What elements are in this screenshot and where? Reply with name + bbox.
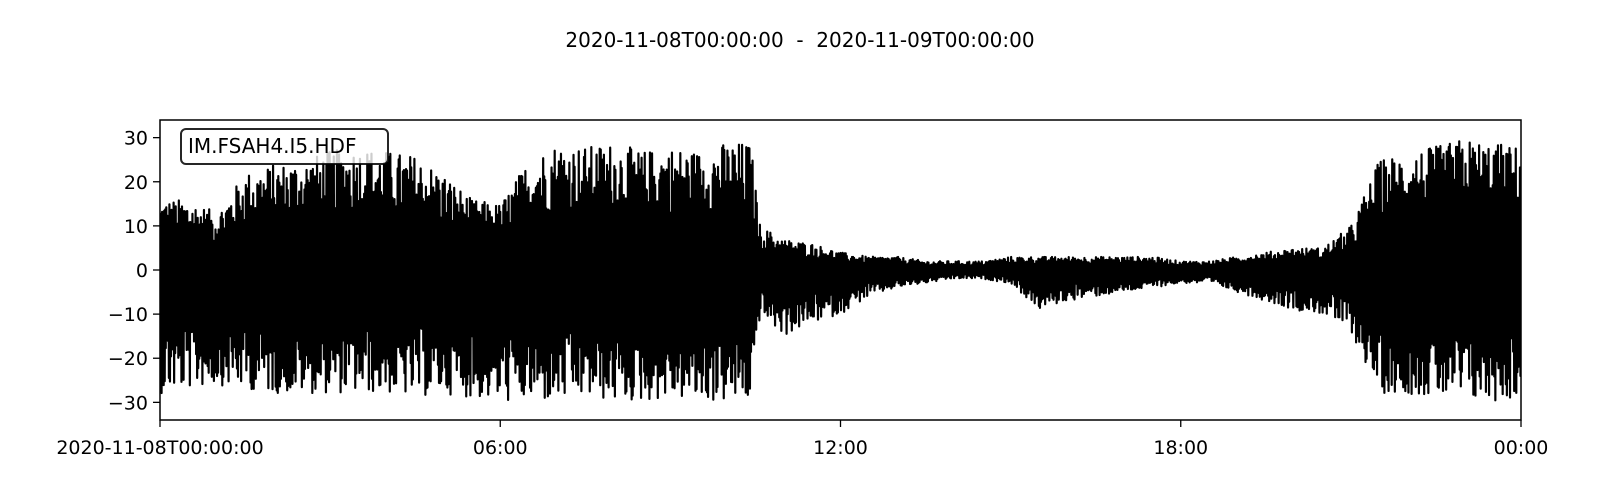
- waveform-trace: [160, 140, 1521, 402]
- y-tick-label: −10: [108, 304, 148, 326]
- x-tick-label: 12:00: [813, 437, 868, 459]
- y-tick-label: 0: [136, 260, 148, 282]
- x-tick-label: 00:00: [1494, 437, 1549, 459]
- y-tick-label: 10: [124, 216, 148, 238]
- y-tick-label: −20: [108, 348, 148, 370]
- trace-label: IM.FSAH4.I5.HDF: [188, 134, 356, 158]
- x-tick-label: 2020-11-08T00:00:00: [56, 437, 263, 459]
- y-tick-label: −30: [108, 392, 148, 414]
- y-axis: 30 20 10 0 −10 −20 −30: [108, 128, 160, 414]
- y-tick-label: 20: [124, 172, 148, 194]
- y-tick-label: 30: [124, 128, 148, 150]
- x-tick-label: 18:00: [1153, 437, 1208, 459]
- chart-title: 2020-11-08T00:00:00 - 2020-11-09T00:00:0…: [565, 28, 1034, 52]
- legend-box: IM.FSAH4.I5.HDF: [180, 128, 389, 165]
- waveform-line: [160, 140, 1521, 402]
- x-axis: 2020-11-08T00:00:00 06:00 12:00 18:00 00:00: [56, 420, 1548, 459]
- x-tick-label: 06:00: [473, 437, 528, 459]
